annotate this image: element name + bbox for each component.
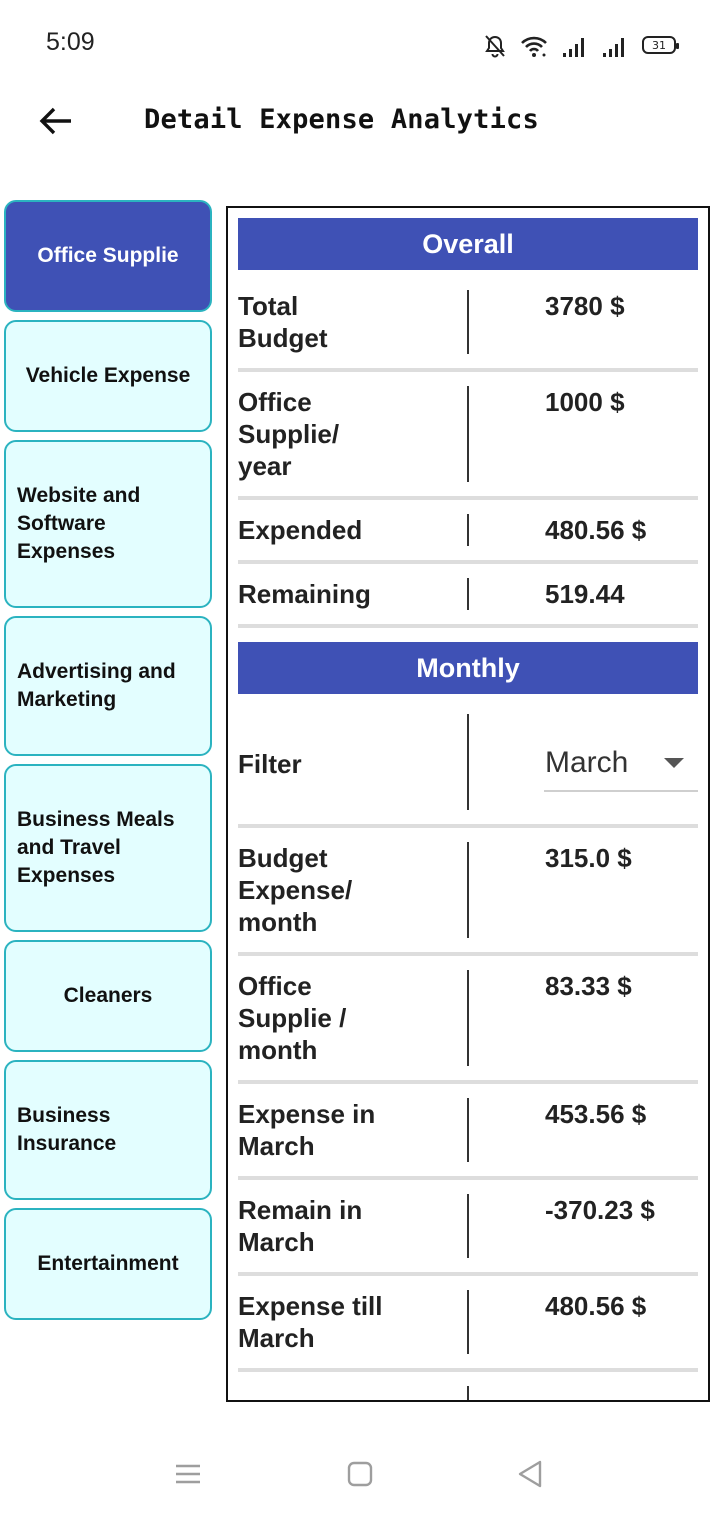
row-separator (238, 824, 698, 828)
row-value: 315.0 $ (545, 843, 632, 873)
sidebar-item-vehicle-expense[interactable]: Vehicle Expense (4, 320, 212, 432)
sidebar-item-advertising-marketing[interactable]: Advertising and Marketing (4, 616, 212, 756)
column-divider (467, 1386, 469, 1400)
status-bar: 5:09 (0, 0, 720, 88)
row-separator (238, 496, 698, 500)
column-divider (467, 578, 469, 610)
sidebar-item-office-supplie[interactable]: Office Supplie (4, 200, 212, 312)
system-nav-bar (0, 1436, 720, 1520)
monthly-row-filter: Filter March (238, 714, 698, 828)
signal-icon (602, 36, 628, 58)
row-label: Budget Expense/ month (238, 843, 353, 937)
row-separator (238, 1368, 698, 1372)
sidebar-item-business-insurance[interactable]: Business Insurance (4, 1060, 212, 1200)
overall-row-expended: Expended 480.56 $ (238, 514, 698, 564)
home-button[interactable] (340, 1460, 380, 1492)
row-separator (238, 952, 698, 956)
filter-label: Filter (238, 749, 302, 779)
sidebar-item-label: Website and Software Expenses (17, 484, 141, 563)
row-separator (238, 1080, 698, 1084)
row-label: Office Supplie/ year (238, 387, 340, 481)
sidebar-item-label: Cleaners (63, 984, 153, 1007)
column-divider (467, 1194, 469, 1258)
row-separator (238, 368, 698, 372)
row-label: Expense till March (238, 1291, 383, 1353)
sidebar-item-website-software[interactable]: Website and Software Expenses (4, 440, 212, 608)
row-value: 480.56 $ (545, 1291, 647, 1321)
column-divider (467, 290, 469, 354)
home-square-icon (346, 1460, 374, 1493)
sidebar-item-label: Vehicle Expense (25, 364, 191, 387)
monthly-row-office-supplie-month: Office Supplie / month 83.33 $ (238, 970, 698, 1084)
monthly-row-partial (238, 1386, 698, 1400)
column-divider (467, 386, 469, 482)
sidebar-item-entertainment[interactable]: Entertainment (4, 1208, 212, 1320)
sidebar-item-label: Entertainment (37, 1252, 179, 1275)
bell-muted-icon (484, 34, 506, 58)
row-separator (238, 560, 698, 564)
row-value: 453.56 $ (545, 1099, 647, 1129)
row-separator (238, 1272, 698, 1276)
column-divider (467, 1098, 469, 1162)
row-value: 519.44 (545, 579, 625, 609)
column-divider (467, 514, 469, 546)
app-bar: Detail Expense Analytics (0, 88, 720, 158)
sidebar-item-label: Business Meals and Travel Expenses (17, 808, 175, 887)
overall-row-remaining: Remaining 519.44 (238, 578, 698, 628)
caret-down-icon (664, 758, 684, 768)
monthly-header: Monthly (238, 642, 698, 694)
row-label: Remain in March (238, 1195, 363, 1257)
status-icons: 31 (484, 30, 679, 58)
system-back-button[interactable] (510, 1460, 550, 1492)
recent-apps-button[interactable] (168, 1460, 208, 1492)
row-label: Remaining (238, 579, 371, 609)
row-value: 83.33 $ (545, 971, 632, 1001)
wifi-icon (520, 34, 548, 58)
monthly-row-budget-expense-month: Budget Expense/ month 315.0 $ (238, 842, 698, 956)
row-value: 3780 $ (545, 291, 625, 321)
column-divider (467, 714, 469, 810)
monthly-row-expense-in-month: Expense in March 453.56 $ (238, 1098, 698, 1180)
monthly-row-remain-in-month: Remain in March -370.23 $ (238, 1194, 698, 1276)
sidebar-item-cleaners[interactable]: Cleaners (4, 940, 212, 1052)
row-label: Office Supplie / month (238, 971, 347, 1065)
page-title: Detail Expense Analytics (144, 104, 539, 135)
row-value: -370.23 $ (545, 1195, 655, 1225)
row-label: Expended (238, 515, 363, 545)
row-label: Total Budget (238, 291, 328, 353)
sidebar-item-label: Advertising and Marketing (17, 660, 176, 711)
column-divider (467, 1290, 469, 1354)
back-triangle-icon (516, 1459, 544, 1494)
arrow-left-icon (38, 106, 74, 141)
dropdown-selected-value: March (545, 746, 629, 779)
month-filter-dropdown[interactable]: March (544, 740, 698, 792)
signal-icon (562, 36, 588, 58)
sidebar-item-label: Business Insurance (17, 1104, 117, 1155)
expense-detail-panel[interactable]: Overall Total Budget 3780 $ Office Suppl… (226, 206, 710, 1402)
column-divider (467, 842, 469, 938)
row-separator (238, 624, 698, 628)
battery-icon: 31 (642, 36, 679, 54)
row-label: Expense in March (238, 1099, 376, 1161)
back-button[interactable] (30, 100, 82, 146)
row-value: 1000 $ (545, 387, 625, 417)
overall-row-office-supplie-year: Office Supplie/ year 1000 $ (238, 386, 698, 500)
overall-row-total-budget: Total Budget 3780 $ (238, 290, 698, 372)
row-separator (238, 1176, 698, 1180)
status-time: 5:09 (46, 28, 95, 56)
sidebar-item-business-meals-travel[interactable]: Business Meals and Travel Expenses (4, 764, 212, 932)
monthly-row-expense-till-month: Expense till March 480.56 $ (238, 1290, 698, 1372)
row-value: 480.56 $ (545, 515, 647, 545)
column-divider (467, 970, 469, 1066)
overall-header: Overall (238, 218, 698, 270)
menu-icon (174, 1462, 202, 1491)
sidebar-item-label: Office Supplie (37, 244, 179, 267)
